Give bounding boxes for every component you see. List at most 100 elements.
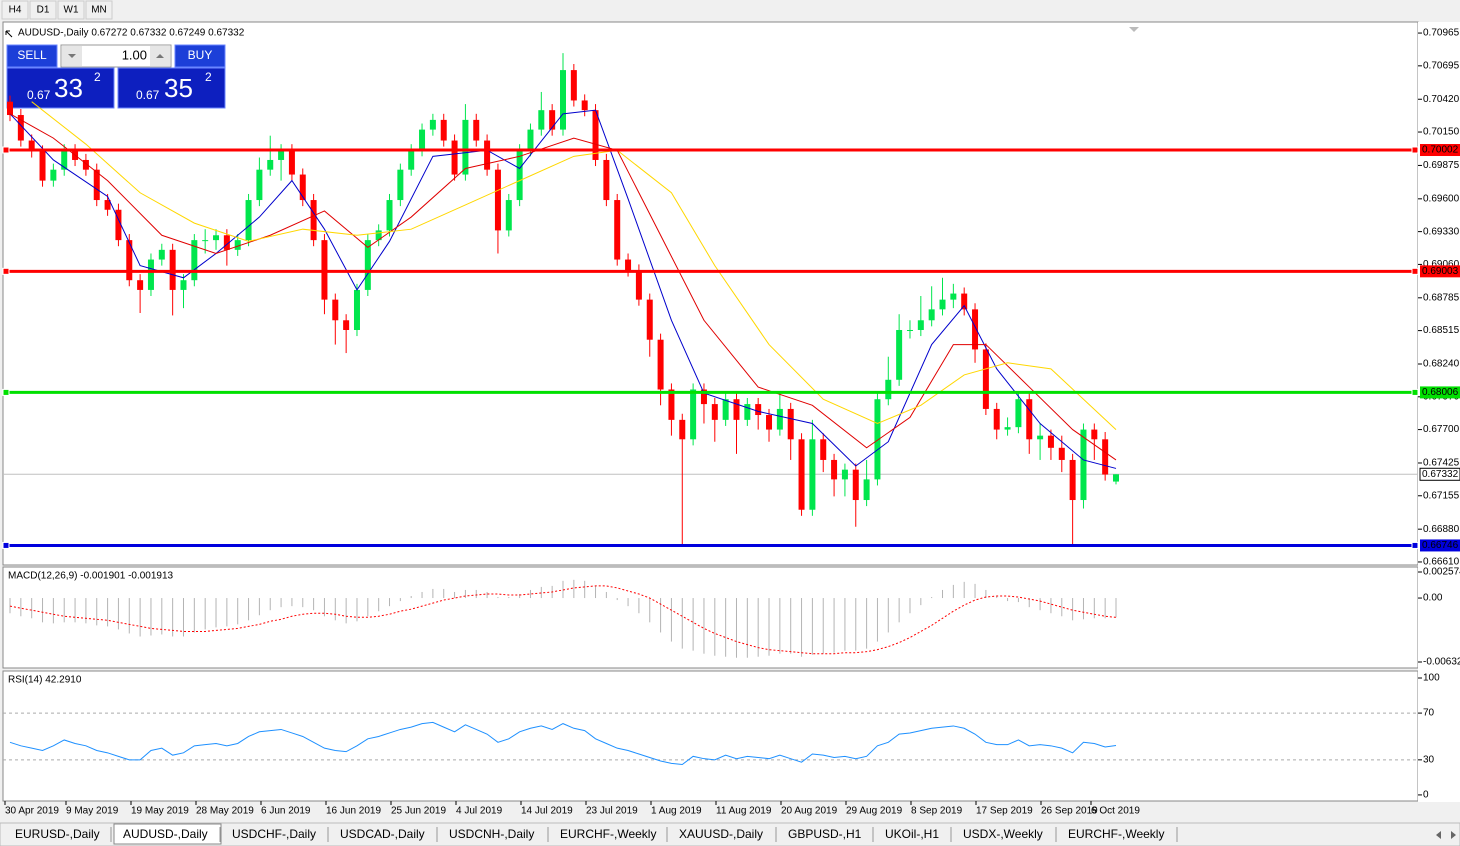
tab-label[interactable]: XAUUSD-,Daily bbox=[679, 827, 763, 841]
macd-bar bbox=[681, 598, 683, 649]
tab-label[interactable]: EURUSD-,Daily bbox=[15, 827, 100, 841]
timeframe-label[interactable]: H4 bbox=[9, 5, 22, 16]
level-handle[interactable] bbox=[2, 388, 10, 396]
macd-bar bbox=[887, 598, 889, 633]
timeframe-label[interactable]: MN bbox=[91, 5, 107, 16]
timeframe-button[interactable] bbox=[57, 0, 85, 20]
moving-average bbox=[9, 109, 1117, 469]
tab-scroll[interactable] bbox=[1436, 831, 1456, 839]
y-tick-label: 0.70695 bbox=[1423, 60, 1460, 71]
level-handle[interactable] bbox=[1411, 388, 1419, 396]
x-tick-label: 8 Sep 2019 bbox=[911, 806, 963, 817]
candle-body bbox=[429, 119, 436, 130]
macd-bar bbox=[638, 598, 640, 614]
y-tick-label: 0.69060 bbox=[1423, 259, 1460, 270]
macd-bar bbox=[204, 598, 206, 630]
candle-body bbox=[50, 169, 57, 181]
macd-bar bbox=[432, 588, 434, 599]
tab-label[interactable]: USDX-,Weekly bbox=[963, 827, 1043, 841]
tab-active[interactable] bbox=[113, 823, 222, 845]
macd-bar bbox=[269, 598, 271, 611]
macd-bar bbox=[616, 598, 618, 601]
tab-label[interactable]: USDCNH-,Daily bbox=[449, 827, 534, 841]
macd-bar bbox=[876, 598, 878, 642]
candle-body bbox=[755, 404, 762, 416]
tab-label[interactable]: EURCHF-,Weekly bbox=[1068, 827, 1164, 841]
macd-bar bbox=[42, 598, 44, 623]
macd-bar bbox=[280, 598, 282, 608]
tab-label[interactable]: USDCHF-,Daily bbox=[232, 827, 316, 841]
tab-label[interactable]: AUDUSD-,Daily bbox=[123, 827, 208, 841]
tab-label[interactable]: EURCHF-,Weekly bbox=[560, 827, 656, 841]
macd-bar bbox=[801, 598, 803, 657]
level-label-box bbox=[1420, 386, 1460, 399]
candle-body bbox=[690, 389, 697, 440]
candle-body bbox=[191, 240, 198, 281]
sell-button[interactable] bbox=[6, 44, 58, 68]
sell-label[interactable]: SELL bbox=[17, 48, 47, 62]
x-tick-label: 6 Oct 2019 bbox=[1091, 806, 1140, 817]
candle-body bbox=[527, 129, 534, 151]
tab-label[interactable]: USDCAD-,Daily bbox=[340, 827, 425, 841]
macd-bar bbox=[779, 598, 781, 654]
x-tick-label: 25 Jun 2019 bbox=[391, 806, 446, 817]
buy-price-box[interactable] bbox=[117, 67, 226, 109]
level-handle[interactable] bbox=[1411, 267, 1419, 275]
macd-title: MACD(12,26,9) -0.001901 -0.001913 bbox=[8, 571, 174, 582]
x-tick-label: 19 May 2019 bbox=[131, 806, 189, 817]
macd-bar bbox=[649, 598, 651, 623]
candle-body bbox=[93, 169, 100, 201]
candle-body bbox=[364, 240, 371, 290]
timeframe-label[interactable]: W1 bbox=[64, 5, 79, 16]
candle-body bbox=[310, 200, 317, 241]
y-tick-label: 0.70420 bbox=[1423, 94, 1460, 105]
tab-label[interactable]: GBPUSD-,H1 bbox=[788, 827, 862, 841]
macd-bar bbox=[974, 583, 976, 599]
candle-body bbox=[928, 309, 935, 321]
moving-average bbox=[9, 113, 1117, 461]
candle-body bbox=[451, 140, 458, 175]
macd-bar bbox=[942, 589, 944, 599]
timeframe-label[interactable]: D1 bbox=[37, 5, 50, 16]
level-handle[interactable] bbox=[2, 541, 10, 549]
macd-bar bbox=[1104, 598, 1106, 619]
macd-bar bbox=[334, 598, 336, 621]
macd-bar bbox=[1028, 598, 1030, 608]
macd-bar bbox=[107, 598, 109, 627]
level-handle[interactable] bbox=[1411, 146, 1419, 154]
candle-body bbox=[147, 259, 154, 290]
candle-body bbox=[1004, 427, 1011, 430]
price-label-box bbox=[1419, 467, 1460, 481]
timeframe-button[interactable] bbox=[29, 0, 57, 20]
tab-label[interactable]: UKOil-,H1 bbox=[885, 827, 939, 841]
y-tick-label: 70 bbox=[1423, 708, 1435, 719]
y-tick-label: -0.00632 bbox=[1423, 657, 1460, 668]
level-handle[interactable] bbox=[1411, 541, 1419, 549]
x-tick-label: 23 Jul 2019 bbox=[586, 806, 638, 817]
candle-body bbox=[28, 140, 35, 152]
x-tick-label: 16 Jun 2019 bbox=[326, 806, 381, 817]
x-tick-label: 6 Jun 2019 bbox=[261, 806, 311, 817]
shift-marker bbox=[1129, 27, 1139, 32]
macd-bar bbox=[248, 598, 250, 621]
candle-body bbox=[917, 320, 924, 330]
timeframe-button[interactable] bbox=[1, 0, 29, 20]
sell-price-box[interactable] bbox=[6, 67, 115, 109]
macd-bar bbox=[833, 598, 835, 653]
macd-bar bbox=[182, 598, 184, 637]
macd-bar bbox=[931, 597, 933, 599]
candle-body bbox=[766, 415, 773, 430]
candle-body bbox=[1113, 474, 1119, 482]
buy-button[interactable] bbox=[174, 44, 226, 68]
macd-bar bbox=[313, 598, 315, 611]
candle-body bbox=[841, 469, 848, 480]
level-handle[interactable] bbox=[2, 267, 10, 275]
buy-label[interactable]: BUY bbox=[188, 48, 213, 62]
level-label-box bbox=[1420, 265, 1460, 278]
lots-input[interactable] bbox=[60, 44, 172, 68]
timeframe-button[interactable] bbox=[85, 0, 113, 20]
level-handle[interactable] bbox=[2, 146, 10, 154]
candle-body bbox=[950, 293, 957, 300]
macd-bar bbox=[746, 598, 748, 658]
candle-body bbox=[278, 150, 285, 160]
